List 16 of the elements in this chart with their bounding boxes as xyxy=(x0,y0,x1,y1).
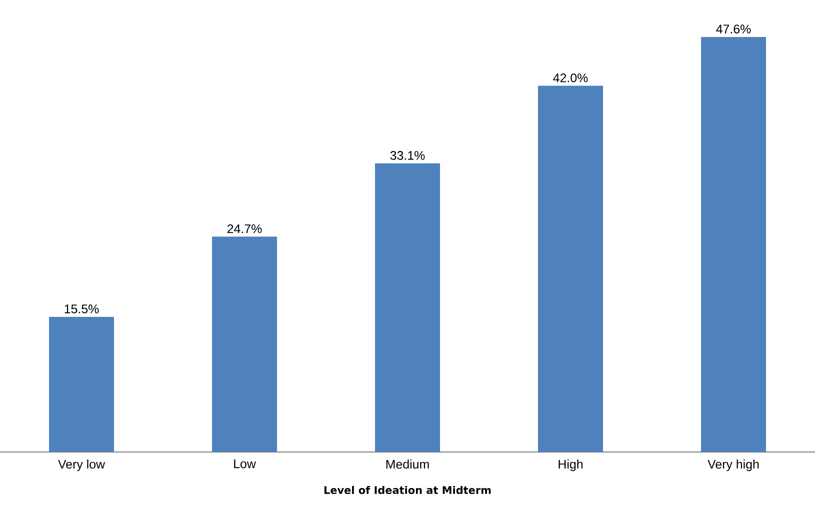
data-label: 33.1% xyxy=(390,151,425,160)
data-label: 47.6% xyxy=(716,24,751,34)
x-tick-label: Medium xyxy=(386,459,429,469)
bar xyxy=(49,316,114,452)
bar xyxy=(701,36,766,452)
x-tick-label: Very low xyxy=(58,459,106,472)
bar xyxy=(212,236,278,452)
x-tick-label: Low xyxy=(234,460,256,468)
data-label: 42.0% xyxy=(553,73,588,82)
data-label: 24.7% xyxy=(227,224,262,234)
bar xyxy=(375,163,440,452)
bar xyxy=(538,86,604,452)
x-tick-label: Very high xyxy=(708,459,759,472)
x-tick-label: High xyxy=(558,459,582,472)
x-axis-title: Level of Ideation at Midterm xyxy=(324,486,491,494)
data-label: 15.5% xyxy=(64,304,99,314)
